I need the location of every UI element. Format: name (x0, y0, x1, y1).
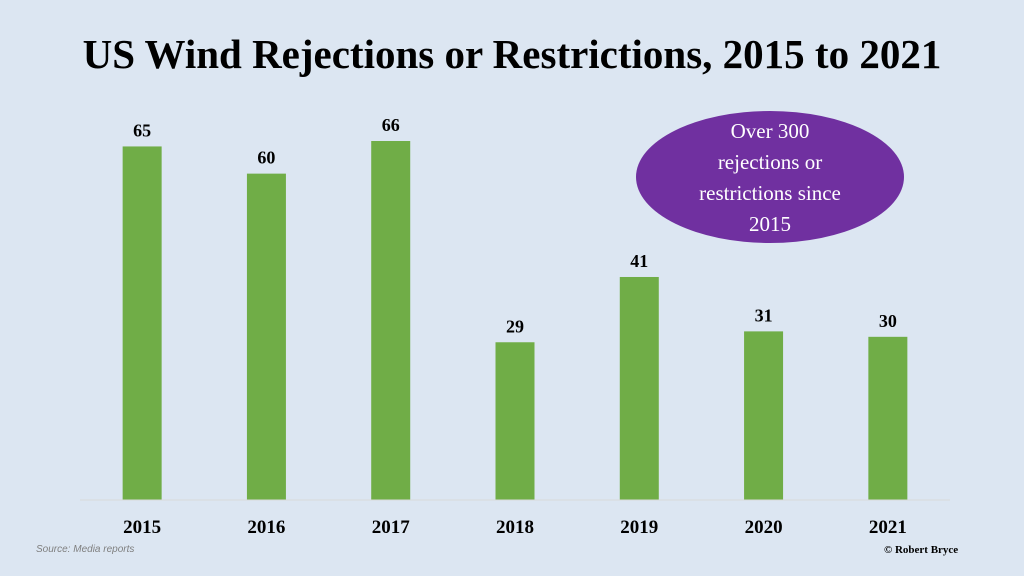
bar-2017 (371, 141, 411, 500)
bar-2016 (246, 173, 286, 501)
source-note: Source: Media reports (36, 544, 135, 555)
annotation-line: rejections or (718, 150, 822, 174)
bar-2021 (868, 336, 908, 500)
data-label-2017: 66 (382, 115, 400, 135)
x-tick-label-2015: 2015 (123, 517, 161, 538)
annotation-line: Over 300 (731, 119, 810, 143)
bar-2018 (495, 342, 535, 500)
chart-title: US Wind Rejections or Restrictions, 2015… (82, 31, 942, 77)
annotation-line: 2015 (749, 212, 791, 236)
data-label-2021: 30 (879, 311, 897, 331)
x-tick-label-2016: 2016 (247, 517, 285, 538)
x-tick-label-2021: 2021 (869, 517, 907, 538)
x-tick-label-2018: 2018 (496, 517, 534, 538)
data-label-2015: 65 (133, 120, 151, 140)
bar-2020 (744, 331, 784, 500)
x-tick-label-2020: 2020 (745, 517, 783, 538)
data-label-2020: 31 (755, 305, 773, 325)
x-tick-label-2017: 2017 (372, 517, 411, 538)
annotation-ellipse (636, 111, 904, 243)
data-label-2016: 60 (257, 148, 275, 168)
copyright-credit: © Robert Bryce (884, 544, 959, 556)
data-label-2018: 29 (506, 316, 524, 336)
annotation-line: restrictions since (699, 181, 841, 205)
bar-2015 (122, 146, 162, 500)
bars-group: 65 2015 60 2016 66 2017 29 2018 41 2019 31 2020 30 20… (122, 115, 908, 538)
data-label-2019: 41 (630, 251, 648, 271)
x-tick-label-2019: 2019 (620, 517, 658, 538)
annotation-callout: Over 300 rejections or restrictions sinc… (636, 111, 904, 243)
bar-2019 (619, 276, 659, 500)
